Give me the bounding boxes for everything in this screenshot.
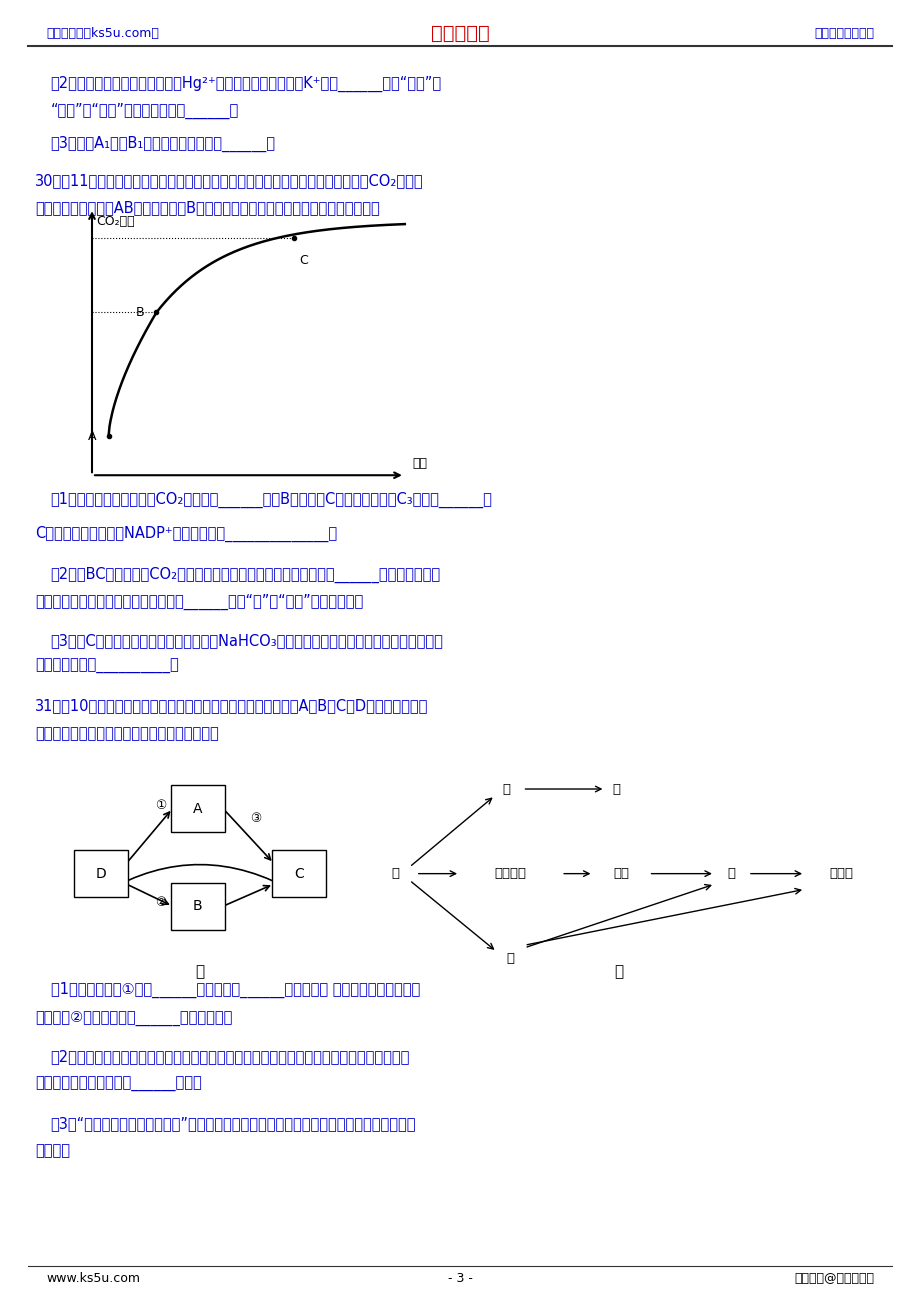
Text: C: C [294, 867, 303, 880]
Text: （1）该植物细胞中能产生CO₂的场所有______。与B点相比，C点时叶肉细胞中C₃的含量______。: （1）该植物细胞中能产生CO₂的场所有______。与B点相比，C点时叶肉细胞中… [51, 492, 492, 508]
Text: www.ks5u.com: www.ks5u.com [46, 1272, 140, 1285]
Text: 猫头鹰: 猫头鹰 [829, 867, 853, 880]
Text: （2）在BC段，装置内CO₂浓度的增加速率逐渐减慢，其原因主要是______。据图分析，若: （2）在BC段，装置内CO₂浓度的增加速率逐渐减慢，其原因主要是______。据… [51, 566, 440, 582]
Text: ③: ③ [250, 812, 261, 825]
Text: 时间: 时间 [412, 457, 426, 470]
Text: B: B [193, 900, 202, 913]
FancyBboxPatch shape [171, 883, 225, 930]
Text: 草: 草 [391, 867, 399, 880]
Text: 系统具有: 系统具有 [35, 1143, 70, 1159]
Text: ②: ② [155, 896, 166, 909]
Text: 成分，图乙为其中部分营养结构。请据图回答：: 成分，图乙为其中部分营养结构。请据图回答： [35, 727, 219, 742]
FancyBboxPatch shape [171, 785, 225, 832]
Text: （1）图甲中过程①表示______。图甲中的______（用字母表 示）成分没在图乙中出: （1）图甲中过程①表示______。图甲中的______（用字母表 示）成分没在… [51, 982, 419, 997]
Text: 蟾蛍: 蟾蛍 [612, 867, 629, 880]
Text: 食草昆虫: 食草昆虫 [494, 867, 526, 880]
Text: A: A [193, 802, 202, 815]
Text: （2）乙图中的蛇由于某种原因数量下降，蟾蛍的数量先增多后减少，最后趋于稳定，这属于: （2）乙图中的蛇由于某种原因数量下降，蟾蛍的数量先增多后减少，最后趋于稳定，这属… [51, 1049, 410, 1065]
Text: 变化如图所示。图中AB段为暗处理，B点开始给予一定强度的光照。请回答下列问题：: 变化如图所示。图中AB段为暗处理，B点开始给予一定强度的光照。请回答下列问题： [35, 201, 380, 216]
Text: 变化，其原因是__________。: 变化，其原因是__________。 [35, 659, 178, 674]
Text: （2）分析上表中数据可知，随着Hg²⁺浓度的升高，细胞吸收K⁺的量______（填“增多”、: （2）分析上表中数据可知，随着Hg²⁺浓度的升高，细胞吸收K⁺的量______（… [51, 76, 441, 91]
Text: 现。图甲②过程中碳是以______形式传递的。: 现。图甲②过程中碳是以______形式传递的。 [35, 1010, 233, 1026]
Text: 30．（11分）将某高等植物放在密闭透明的容器内，在温度适宜的条件下，容器内CO₂浓度的: 30．（11分）将某高等植物放在密闭透明的容器内，在温度适宜的条件下，容器内CO… [35, 173, 423, 189]
Text: 人: 人 [612, 783, 619, 796]
FancyBboxPatch shape [272, 850, 325, 897]
Text: （3）“野火烧不尽，春风吹又生”，这句诗反映草原被野火燃烧后能恢复原样，这是因为生态: （3）“野火烧不尽，春风吹又生”，这句诗反映草原被野火燃烧后能恢复原样，这是因为… [51, 1116, 415, 1131]
Text: CO₂浓度: CO₂浓度 [96, 215, 135, 228]
Text: 31．（10分）如图甲是某草原生态系统中的碳循环模式图，图中A、B、C、D表示生态系统的: 31．（10分）如图甲是某草原生态系统中的碳循环模式图，图中A、B、C、D表示生… [35, 698, 428, 713]
Text: 您身边的高考专家: 您身边的高考专家 [813, 27, 873, 40]
Text: 鼠: 鼠 [506, 952, 514, 965]
Text: 高考资源网: 高考资源网 [430, 25, 489, 43]
Text: 版权所有@高考资源网: 版权所有@高考资源网 [793, 1272, 873, 1285]
Text: 乙: 乙 [614, 963, 622, 979]
Text: 蛇: 蛇 [727, 867, 734, 880]
FancyBboxPatch shape [74, 850, 129, 897]
Text: 调节，说明生态系统具有______能力。: 调节，说明生态系统具有______能力。 [35, 1077, 201, 1092]
Text: ①: ① [155, 799, 166, 812]
Text: D: D [96, 867, 107, 880]
Text: 长期处于该光照强度下，该植物的幼苗______（填“能”或“不能”）正常生长。: 长期处于该光照强度下，该植物的幼苗______（填“能”或“不能”）正常生长。 [35, 594, 363, 609]
Text: （3）对比A₁组和B₁组，可得出的结论是______。: （3）对比A₁组和B₁组，可得出的结论是______。 [51, 135, 276, 151]
Text: B: B [136, 306, 144, 319]
Text: 羊: 羊 [502, 783, 509, 796]
Text: C点时，该植物细胞中NADP⁺的移动方向是______________。: C点时，该植物细胞中NADP⁺的移动方向是______________。 [35, 526, 336, 542]
Text: A: A [88, 430, 96, 443]
Text: - 3 -: - 3 - [447, 1272, 472, 1285]
Text: “不变”或“减少”），可能的原是______。: “不变”或“减少”），可能的原是______。 [51, 103, 239, 118]
Text: （3）在C点时，向容器中注入一定浓度的NaHCO₃溶液，发现植物的光合作用速率并没有发生: （3）在C点时，向容器中注入一定浓度的NaHCO₃溶液，发现植物的光合作用速率并… [51, 633, 443, 648]
Text: 高考资源网（ks5u.com）: 高考资源网（ks5u.com） [46, 27, 159, 40]
Text: C: C [299, 254, 308, 267]
Text: 甲: 甲 [196, 963, 204, 979]
